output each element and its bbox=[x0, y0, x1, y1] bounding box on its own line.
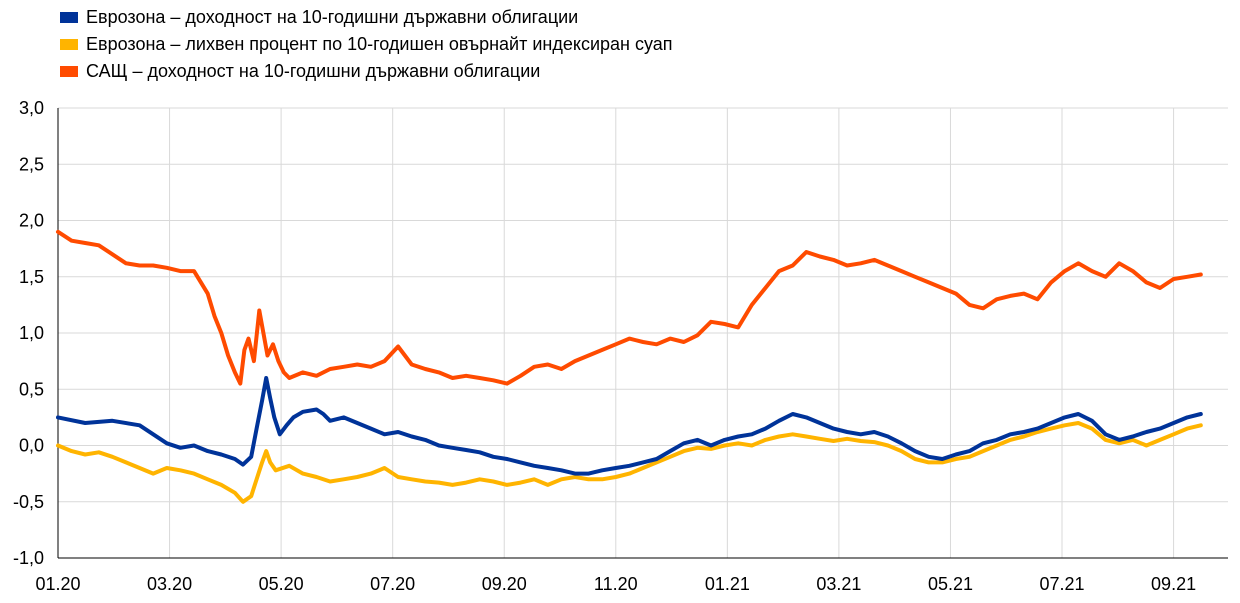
x-tick-label: 07.21 bbox=[1039, 574, 1084, 594]
legend-label-1: Еврозона – доходност на 10-годишни държа… bbox=[86, 7, 578, 27]
legend-label-2: Еврозона – лихвен процент по 10-годишен … bbox=[86, 34, 673, 54]
x-tick-label: 05.21 bbox=[928, 574, 973, 594]
x-tick-label: 05.20 bbox=[259, 574, 304, 594]
x-tick-label: 01.20 bbox=[35, 574, 80, 594]
series-line-1 bbox=[56, 376, 1203, 476]
y-tick-label: 2,0 bbox=[19, 211, 44, 231]
x-tick-label: 07.20 bbox=[370, 574, 415, 594]
x-tick-label: 09.21 bbox=[1151, 574, 1196, 594]
legend-swatch-1 bbox=[60, 12, 78, 23]
y-tick-label: 1,5 bbox=[19, 267, 44, 287]
series-lines bbox=[56, 229, 1203, 504]
legend: Еврозона – доходност на 10-годишни държа… bbox=[60, 7, 673, 81]
series-line-2 bbox=[56, 421, 1203, 504]
legend-label-3: САЩ – доходност на 10-годишни държавни о… bbox=[86, 61, 540, 81]
y-tick-label: -0,5 bbox=[13, 492, 44, 512]
x-tick-label: 03.21 bbox=[816, 574, 861, 594]
y-tick-label: 2,5 bbox=[19, 154, 44, 174]
legend-swatch-3 bbox=[60, 66, 78, 77]
x-tick-label: 01.21 bbox=[705, 574, 750, 594]
axes: 3,0 2,5 2,0 1,5 1,0 0,5 0,0 -0,5 -1,0 01.20 03.20 0… bbox=[13, 98, 1228, 594]
gridlines bbox=[58, 107, 1228, 559]
series-line-3 bbox=[56, 229, 1203, 386]
x-tick-label: 09.20 bbox=[482, 574, 527, 594]
y-tick-label: 3,0 bbox=[19, 98, 44, 118]
y-tick-label: 0,0 bbox=[19, 436, 44, 456]
y-tick-label: 0,5 bbox=[19, 379, 44, 399]
legend-swatch-2 bbox=[60, 39, 78, 50]
x-tick-label: 03.20 bbox=[147, 574, 192, 594]
y-tick-label: -1,0 bbox=[13, 548, 44, 568]
y-tick-label: 1,0 bbox=[19, 323, 44, 343]
x-tick-label: 11.20 bbox=[594, 574, 638, 594]
